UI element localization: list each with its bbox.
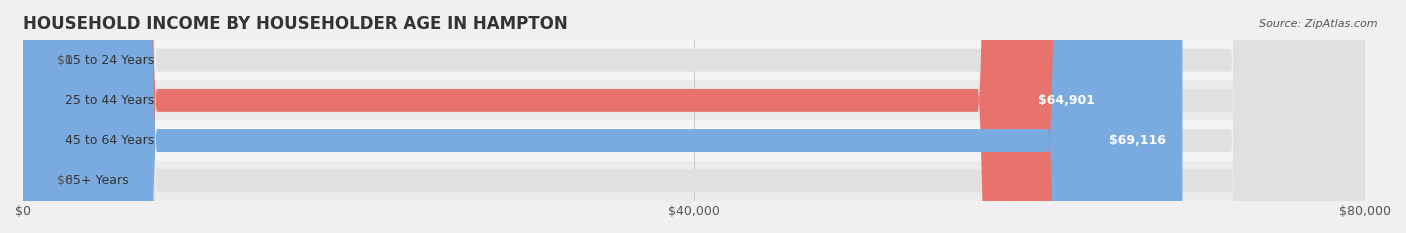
- FancyBboxPatch shape: [22, 0, 1365, 233]
- Text: HOUSEHOLD INCOME BY HOUSEHOLDER AGE IN HAMPTON: HOUSEHOLD INCOME BY HOUSEHOLDER AGE IN H…: [22, 15, 568, 33]
- Text: 45 to 64 Years: 45 to 64 Years: [65, 134, 155, 147]
- Bar: [22, 161, 1365, 201]
- Text: $69,116: $69,116: [1109, 134, 1166, 147]
- Bar: [22, 120, 1365, 161]
- Text: Source: ZipAtlas.com: Source: ZipAtlas.com: [1260, 19, 1378, 29]
- FancyBboxPatch shape: [22, 0, 1365, 233]
- Bar: [22, 80, 1365, 120]
- FancyBboxPatch shape: [22, 0, 1365, 233]
- FancyBboxPatch shape: [22, 0, 1112, 233]
- Bar: [22, 40, 1365, 80]
- Text: 25 to 44 Years: 25 to 44 Years: [65, 94, 155, 107]
- Text: $0: $0: [56, 174, 73, 187]
- FancyBboxPatch shape: [22, 0, 1182, 233]
- Text: $64,901: $64,901: [1038, 94, 1095, 107]
- Text: 15 to 24 Years: 15 to 24 Years: [65, 54, 155, 67]
- Text: 65+ Years: 65+ Years: [65, 174, 128, 187]
- Text: $0: $0: [56, 54, 73, 67]
- FancyBboxPatch shape: [22, 0, 1365, 233]
